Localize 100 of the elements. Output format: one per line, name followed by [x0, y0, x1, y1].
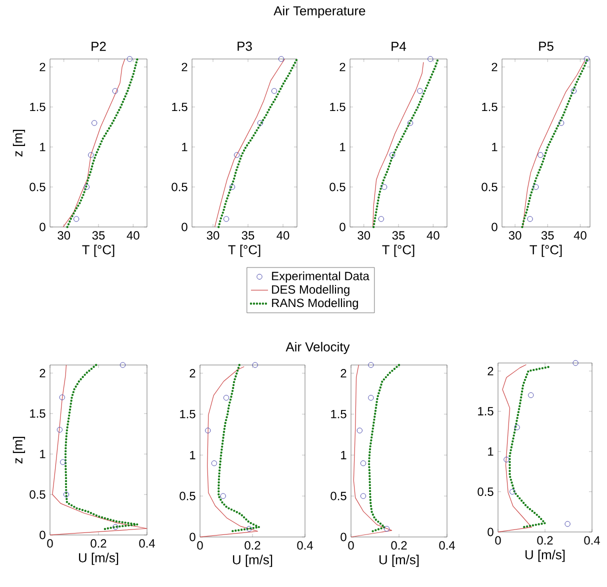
point — [510, 488, 516, 495]
y-tick-label: 1.5 — [478, 407, 494, 416]
x-tick-label: 0.2 — [537, 536, 553, 545]
line-series — [508, 366, 550, 528]
legend-label: DES Modelling — [272, 284, 350, 296]
point — [368, 362, 374, 368]
point — [223, 394, 230, 401]
x-axis-title: T [°C] — [382, 244, 414, 257]
line-series — [350, 364, 392, 538]
y-tick-label: 0 — [488, 528, 494, 536]
x-tick-label: 35 — [392, 231, 405, 240]
chart-title: P3 — [238, 42, 252, 51]
point — [368, 394, 374, 401]
x-tick-label: 0.2 — [244, 541, 260, 550]
x-tick-label: 0.4 — [584, 536, 600, 545]
y-tick-label: 2 — [340, 62, 346, 72]
point — [234, 152, 240, 158]
y-tick-label: 1.5 — [331, 410, 346, 418]
y-tick-label: 0 — [492, 222, 498, 232]
y-tick-label: 0.5 — [330, 182, 346, 192]
y-tick-label: 0.5 — [482, 182, 498, 192]
y-tick-label: 1 — [488, 447, 494, 456]
point — [407, 120, 414, 126]
legend-label: RANS Modelling — [272, 298, 358, 310]
y-tick-label: 2 — [40, 62, 46, 72]
y-tick-label: 0.5 — [180, 492, 196, 500]
y-tick-label: 2 — [340, 369, 346, 378]
x-tick-label: 0.4 — [297, 541, 313, 550]
y-tick-label: 0.5 — [478, 488, 494, 496]
point — [112, 88, 118, 94]
x-tick-label: 35 — [541, 231, 554, 240]
x-tick-label: 40 — [126, 231, 140, 240]
line-series — [64, 364, 138, 530]
point — [278, 56, 284, 62]
point — [271, 88, 278, 94]
point — [378, 216, 384, 222]
point — [252, 362, 258, 368]
point — [120, 362, 126, 368]
x-tick-label: 0.2 — [90, 539, 106, 548]
x-tick-label: 0 — [348, 541, 354, 550]
point — [59, 394, 65, 400]
x-tick-label: 0.2 — [391, 541, 407, 550]
x-tick-label: 30 — [58, 231, 70, 240]
x-tick-label: 0.4 — [139, 539, 155, 548]
y-tick-label: 1.5 — [30, 409, 46, 418]
point — [538, 152, 544, 158]
point — [246, 526, 252, 532]
chart-title: P2 — [92, 42, 106, 51]
y-tick-label: 1.5 — [482, 102, 498, 112]
point — [572, 360, 578, 366]
y-tick-label: 1 — [190, 450, 196, 460]
point — [73, 216, 80, 222]
point — [257, 120, 264, 126]
y-tick-label: 0.5 — [30, 490, 46, 499]
x-axis-title: U [m/s] — [380, 554, 419, 567]
chart-title: P5 — [539, 42, 554, 51]
point — [360, 460, 366, 466]
y-tick-label: 1 — [340, 142, 346, 152]
point — [533, 184, 539, 190]
point — [220, 493, 226, 499]
x-tick-label: 40 — [276, 231, 290, 240]
y-tick-label: 1 — [182, 142, 188, 152]
x-axis-title: T [°C] — [82, 244, 114, 257]
x-tick-label: 35 — [92, 231, 105, 240]
point — [514, 424, 520, 430]
y-tick-label: 1 — [40, 450, 46, 458]
point — [223, 216, 230, 222]
y-tick-label: 2 — [40, 368, 46, 378]
point — [570, 88, 577, 94]
y-axis-title: z [m] — [12, 436, 26, 464]
point — [527, 216, 533, 222]
y-tick-label: 1 — [40, 142, 46, 152]
x-axis-title: U [m/s] — [526, 550, 565, 562]
x-tick-label: 30 — [508, 231, 522, 240]
point — [417, 88, 423, 94]
y-axis-title: z [m] — [12, 130, 26, 156]
line-series — [200, 366, 258, 538]
point — [584, 56, 590, 62]
point — [381, 184, 388, 190]
line-series — [62, 58, 126, 228]
point — [88, 152, 94, 158]
y-tick-label: 0 — [40, 222, 46, 232]
x-tick-label: 0 — [197, 541, 203, 550]
line-series — [498, 364, 532, 532]
y-tick-label: 1.5 — [30, 102, 46, 112]
point — [558, 120, 564, 126]
point — [360, 493, 366, 499]
y-tick-label: 1.5 — [172, 102, 188, 112]
point — [389, 152, 396, 158]
y-tick-label: 0.5 — [172, 182, 188, 192]
y-tick-label: 0 — [340, 222, 346, 232]
text: Air Velocity — [286, 342, 350, 354]
x-tick-label: 40 — [574, 231, 586, 240]
y-tick-label: 0 — [40, 530, 46, 540]
y-tick-label: 2 — [492, 62, 498, 72]
x-tick-label: 0 — [47, 539, 53, 548]
x-tick-label: 35 — [242, 231, 254, 240]
point — [428, 56, 434, 62]
x-tick-label: 0.4 — [439, 541, 455, 550]
point — [60, 459, 66, 465]
